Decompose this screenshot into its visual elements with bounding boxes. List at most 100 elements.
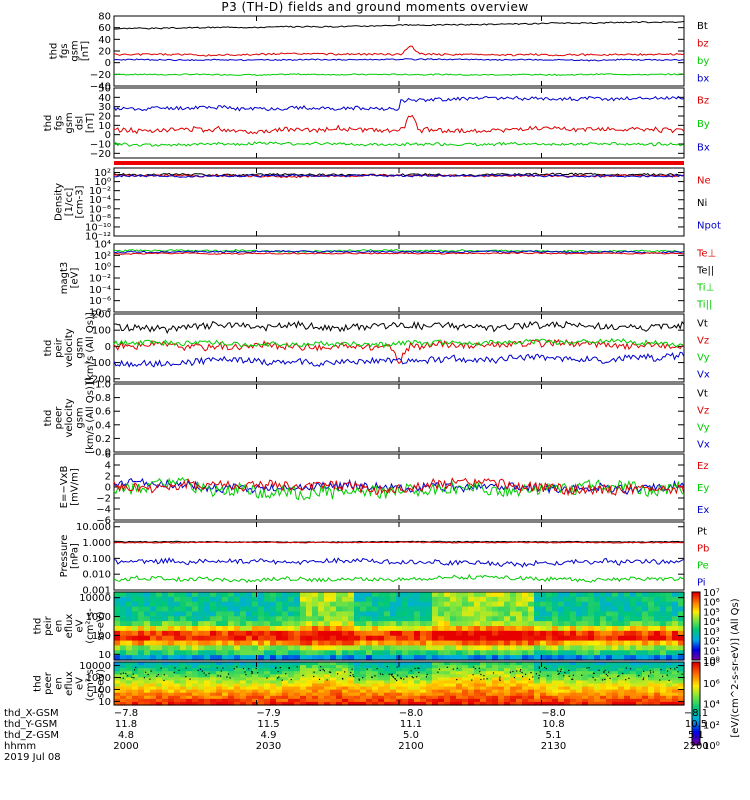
spectrogram-cell [450,592,457,598]
spectrogram-cell [594,645,601,651]
spectrogram-cell [576,674,583,678]
noise-dot [557,670,559,672]
spectrogram-cell [294,674,301,678]
spectrogram-cell [204,671,211,675]
spectrogram-cell [312,626,319,632]
spectrogram-cell [240,626,247,632]
spectrogram-cell [234,674,241,678]
noise-dot [563,675,565,677]
spectrogram-cell [534,671,541,675]
spectrogram-cell [330,689,337,694]
spectrogram-cell [240,698,247,703]
spectrogram-cell [522,626,529,632]
spectrogram-cell [168,640,175,647]
spectrogram-cell [438,655,445,661]
spectrogram-cell [516,592,523,598]
spectrogram-cell [258,680,265,685]
spectrogram-cell [408,665,415,669]
spectrogram-cell [150,701,157,706]
spectrogram-cell [594,640,601,647]
spectrogram-cell [264,635,271,642]
spectrogram-cell [540,635,547,642]
spectrogram-cell [174,592,181,598]
spectrogram-cell [366,674,373,678]
spectrogram-cell [264,592,271,598]
spectrogram-cell [354,592,361,598]
spectrogram-cell [474,611,481,617]
spectrogram-cell [204,655,211,661]
spectrogram-cell [468,645,475,651]
spectrogram-cell [162,650,169,656]
spectrogram-cell [600,665,607,669]
spectrogram-cell [204,626,211,632]
spectrogram-cell [324,655,331,661]
spectrogram-cell [498,692,505,697]
spectrogram-cell [408,698,415,703]
spectrogram-cell [420,689,427,694]
spectrogram-cell [366,695,373,700]
spectrogram-cell [318,674,325,678]
spectrogram-cell [438,621,445,627]
colorbar-peer-cell [692,718,700,721]
spectrogram-cell [132,596,139,603]
spectrogram-cell [624,630,631,637]
noise-dot [379,673,382,675]
spectrogram-cell [180,611,187,617]
spectrogram-cell [186,668,193,672]
spectrogram-cell [318,701,325,706]
spectrogram-cell [492,592,499,598]
spectrogram-cell [318,601,325,608]
data-trace [113,338,685,365]
spectrogram-cell [474,686,481,691]
spectrogram-cell [654,592,661,598]
spectrogram-cell [498,596,505,603]
spectrogram-cell [252,695,259,700]
spectrogram-cell [426,671,433,675]
spectrogram-cell [288,689,295,694]
spectrogram-cell [498,655,505,661]
noise-dot [396,666,398,668]
spectrogram-cell [276,686,283,691]
spectrogram-cell [300,677,307,682]
colorbar-peer-tick-label: 10⁸ [703,658,720,669]
legend-item: Te⊥ [696,249,716,260]
spectrogram-cell [390,689,397,694]
spectrogram-cell [606,671,613,675]
noise-dot [319,669,321,671]
colorbar-peir-cell [692,614,700,617]
legend-item: Pb [697,544,709,555]
spectrogram-cell [198,692,205,697]
noise-dot [278,676,280,678]
spectrogram-cell [258,655,265,661]
spectrogram-cell [600,616,607,622]
spectrogram-cell [312,645,319,651]
legend-item: Bz [697,96,709,107]
colorbar-peir-cell [692,609,700,612]
spectrogram-cell [144,606,151,613]
spectrogram-cell [660,645,667,651]
spectrogram-cell [204,668,211,672]
spectrogram-cell [288,668,295,672]
spectrogram-cell [414,686,421,691]
noise-dot [618,675,620,677]
spectrogram-cell [672,689,679,694]
noise-dot [275,667,277,669]
spectrogram-cell [630,686,637,691]
spectrogram-cell [168,692,175,697]
spectrogram-cell [264,692,271,697]
spectrogram-cell [408,701,415,706]
spectrogram-cell [516,611,523,617]
spectrogram-cell [258,689,265,694]
spectrogram-cell [300,668,307,672]
spectrogram-cell [468,689,475,694]
spectrogram-cell [282,683,289,688]
noise-dot [189,678,191,680]
spectrogram-cell [342,677,349,682]
spectrogram-cell [570,701,577,706]
noise-dot [275,666,277,669]
spectrogram-cell [306,668,313,672]
noise-dot [418,671,420,673]
spectrogram-cell [408,621,415,627]
spectrogram-cell [372,662,379,666]
spectrogram-cell [216,686,223,691]
